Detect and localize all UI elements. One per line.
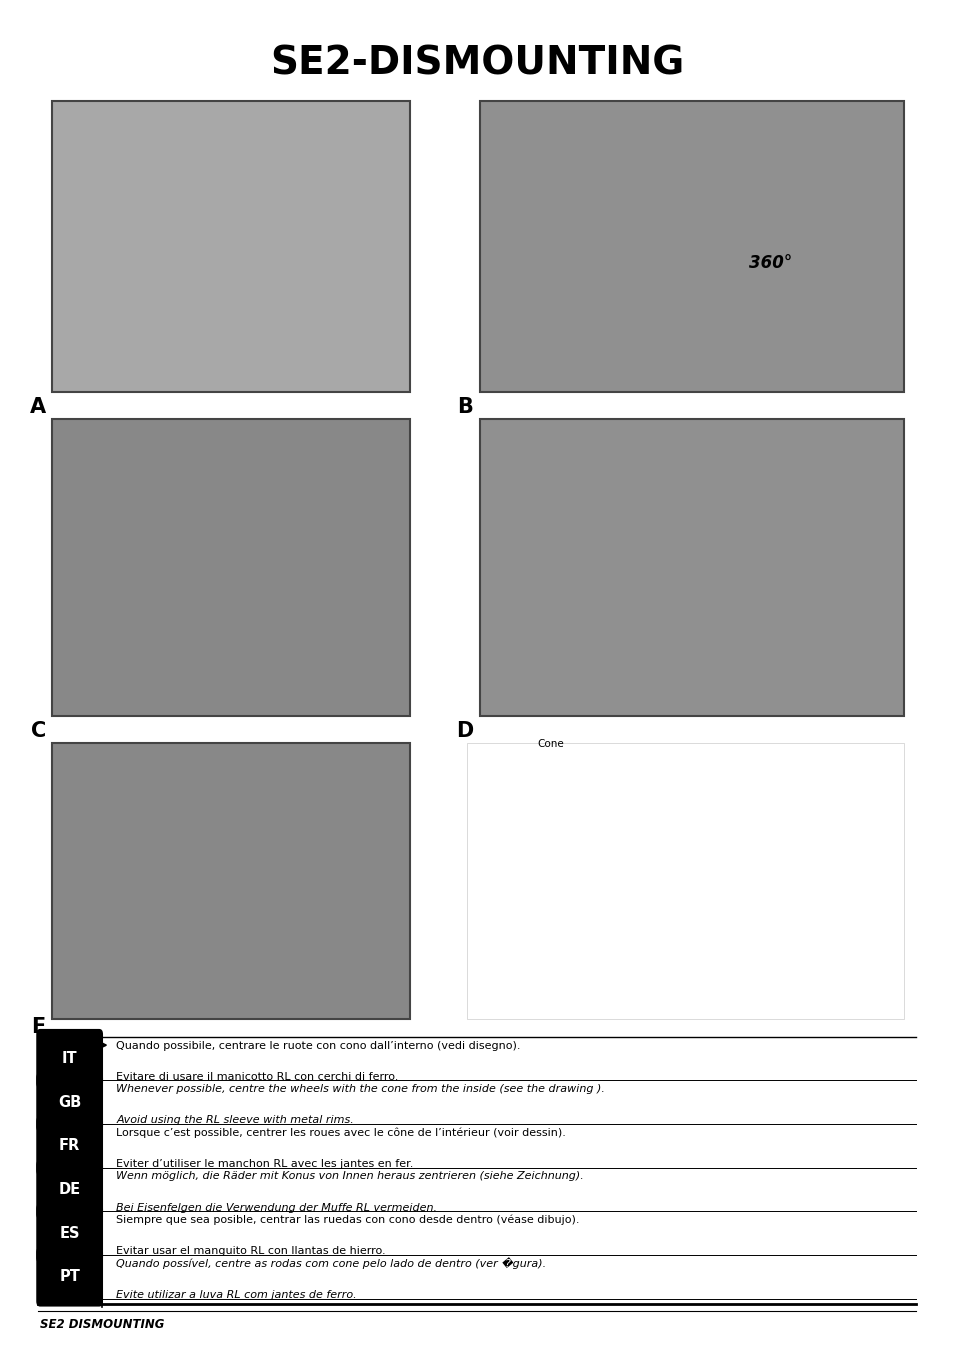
FancyBboxPatch shape bbox=[36, 1072, 103, 1131]
Text: Evitar usar el manguito RL con llantas de hierro.: Evitar usar el manguito RL con llantas d… bbox=[116, 1246, 386, 1256]
Text: SE2 DISMOUNTING: SE2 DISMOUNTING bbox=[40, 1318, 164, 1331]
Text: Whenever possible, centre the wheels with the cone from the inside (see the draw: Whenever possible, centre the wheels wit… bbox=[116, 1084, 604, 1094]
Text: SE2-DISMOUNTING: SE2-DISMOUNTING bbox=[270, 45, 683, 82]
Text: A: A bbox=[30, 397, 46, 417]
Text: Wenn möglich, die Räder mit Konus von Innen heraus zentrieren (siehe Zeichnung).: Wenn möglich, die Räder mit Konus von In… bbox=[116, 1172, 583, 1181]
FancyBboxPatch shape bbox=[36, 1247, 103, 1307]
Text: PT: PT bbox=[59, 1269, 80, 1284]
FancyBboxPatch shape bbox=[479, 101, 903, 391]
Text: D: D bbox=[456, 721, 473, 741]
Text: Evite utilizar a luva RL com jantes de ferro.: Evite utilizar a luva RL com jantes de f… bbox=[116, 1289, 356, 1300]
FancyBboxPatch shape bbox=[52, 743, 410, 1019]
Text: Siempre que sea posible, centrar las ruedas con cono desde dentro (véase dibujo): Siempre que sea posible, centrar las rue… bbox=[116, 1215, 579, 1226]
Text: Cone: Cone bbox=[537, 740, 563, 749]
FancyBboxPatch shape bbox=[36, 1160, 103, 1219]
Text: Avoid using the RL sleeve with metal rims.: Avoid using the RL sleeve with metal rim… bbox=[116, 1115, 354, 1125]
Text: C: C bbox=[30, 721, 46, 741]
Text: 360°: 360° bbox=[748, 254, 791, 273]
Text: DE: DE bbox=[58, 1183, 81, 1197]
Text: Lorsque c’est possible, centrer les roues avec le cône de l’intérieur (voir dess: Lorsque c’est possible, centrer les roue… bbox=[116, 1127, 566, 1138]
FancyBboxPatch shape bbox=[36, 1204, 103, 1264]
FancyBboxPatch shape bbox=[52, 418, 410, 716]
Text: Quando possível, centre as rodas com cone pelo lado de dentro (ver �gura).: Quando possível, centre as rodas com con… bbox=[116, 1257, 546, 1269]
Text: Eviter d’utiliser le manchon RL avec les jantes en fer.: Eviter d’utiliser le manchon RL avec les… bbox=[116, 1158, 414, 1169]
FancyBboxPatch shape bbox=[36, 1116, 103, 1176]
FancyBboxPatch shape bbox=[479, 418, 903, 716]
Text: GB: GB bbox=[58, 1095, 81, 1110]
Text: IT: IT bbox=[62, 1052, 77, 1066]
Text: E: E bbox=[31, 1017, 46, 1037]
FancyBboxPatch shape bbox=[36, 1029, 103, 1088]
Text: FR: FR bbox=[59, 1138, 80, 1153]
Text: B: B bbox=[456, 397, 473, 417]
FancyBboxPatch shape bbox=[467, 743, 903, 1019]
FancyBboxPatch shape bbox=[52, 101, 410, 391]
Text: Evitare di usare il manicotto RL con cerchi di ferro.: Evitare di usare il manicotto RL con cer… bbox=[116, 1072, 398, 1081]
Text: Bei Eisenfelgen die Verwendung der Muffe RL vermeiden.: Bei Eisenfelgen die Verwendung der Muffe… bbox=[116, 1203, 436, 1212]
Text: Quando possibile, centrare le ruote con cono dall’interno (vedi disegno).: Quando possibile, centrare le ruote con … bbox=[116, 1041, 520, 1050]
Text: ES: ES bbox=[59, 1226, 80, 1241]
